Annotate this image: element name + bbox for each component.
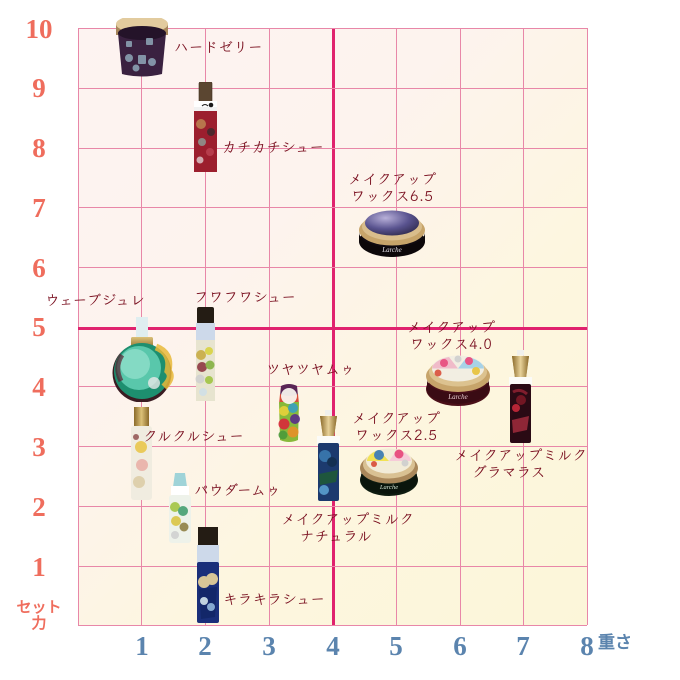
svg-text:Larche: Larche [447, 393, 468, 401]
svg-text:Larche: Larche [379, 484, 398, 491]
svg-text:Larche: Larche [381, 246, 402, 254]
